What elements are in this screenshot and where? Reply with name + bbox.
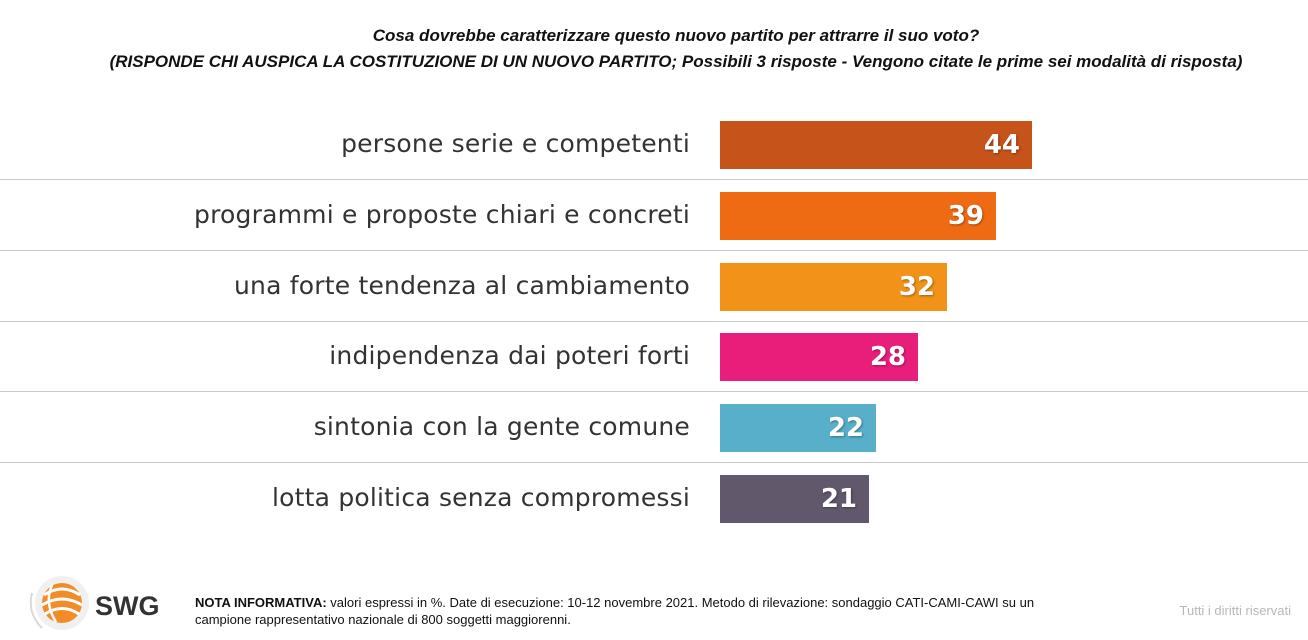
category-label: persone serie e competenti: [341, 129, 690, 158]
chart-subtitle: (RISPONDE CHI AUSPICA LA COSTITUZIONE DI…: [109, 52, 1243, 71]
footnote: NOTA INFORMATIVA: valori espressi in %. …: [195, 594, 1075, 628]
category-label: una forte tendenza al cambiamento: [233, 270, 690, 300]
bar: 44: [720, 121, 1032, 169]
bar: 21: [720, 475, 869, 523]
category-label: lotta politica senza compromessi: [272, 483, 690, 512]
category-label: indipendenza dai poteri forti: [329, 341, 690, 371]
bar-value-label: 32: [898, 271, 935, 302]
bar: 39: [720, 191, 996, 240]
swg-logo-icon: [29, 576, 89, 630]
row-separator: [0, 321, 1308, 322]
logo-text: SWG: [95, 591, 160, 621]
category-label: programmi e proposte chiari e concreti: [194, 199, 690, 229]
row-separator: [0, 179, 1308, 180]
row-separator: [0, 250, 1308, 251]
chart-title: Cosa dovrebbe caratterizzare questo nuov…: [372, 26, 980, 45]
category-label: sintonia con la gente comune: [313, 412, 690, 442]
bar-value-label: 22: [827, 413, 864, 444]
row-separator: [0, 462, 1308, 463]
bar-value-label: 21: [820, 484, 857, 514]
bar: 28: [720, 333, 918, 382]
copyright-text: Tutti i diritti riservati: [1179, 603, 1291, 618]
note-label: NOTA INFORMATIVA:: [195, 595, 327, 610]
note-text: valori espressi in %. Date di esecuzione…: [195, 595, 1035, 627]
bar-value-label: 28: [869, 342, 906, 373]
bar-value-label: 44: [983, 130, 1020, 160]
bar-value-label: 39: [947, 200, 984, 231]
bar: 22: [720, 404, 876, 453]
row-separator: [0, 391, 1308, 392]
bar: 32: [720, 262, 947, 311]
